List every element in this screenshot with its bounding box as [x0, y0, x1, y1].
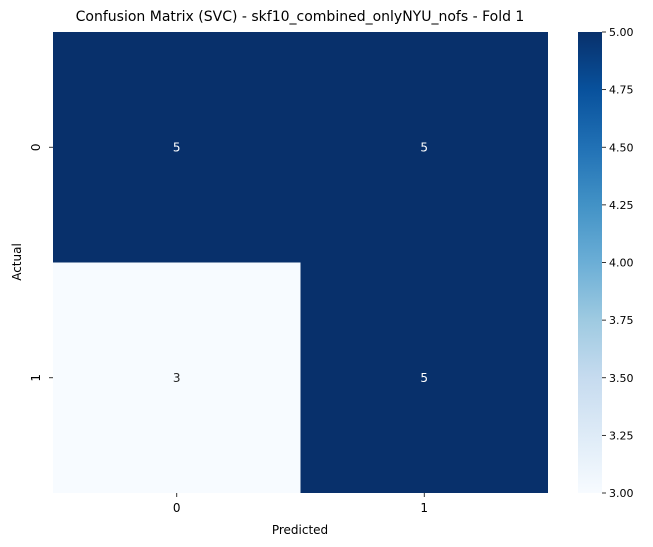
- colorbar-ticks: 3.00 3.25 3.50 3.75 4.00 4.25 4.50 4.75 5.00: [602, 26, 634, 500]
- cell-value-label: 5: [420, 140, 428, 154]
- heatmap-cell-r1-c1: [300, 262, 548, 493]
- heatmap-cells: [53, 32, 548, 493]
- colorbar-tick-label: 3.00: [609, 487, 634, 500]
- y-axis-label: Actual: [10, 243, 24, 281]
- colorbar-tick-label: 3.50: [609, 372, 634, 385]
- colorbar-tick-label: 4.50: [609, 141, 634, 154]
- cell-value-label: 5: [420, 371, 428, 385]
- x-axis-label: Predicted: [272, 523, 328, 537]
- y-axis-ticks: 01: [29, 143, 53, 382]
- x-tick-label: 1: [420, 501, 428, 515]
- y-tick-label: 0: [29, 143, 43, 151]
- heatmap-cell-labels: 5 5 3 5: [173, 140, 428, 385]
- cell-value-label: 5: [173, 140, 181, 154]
- chart-title: Confusion Matrix (SVC) - skf10_combined_…: [76, 9, 525, 25]
- colorbar-tick-label: 5.00: [609, 26, 634, 39]
- colorbar: [578, 32, 602, 493]
- cell-value-label: 3: [173, 371, 181, 385]
- colorbar-tick-label: 3.75: [609, 314, 634, 327]
- colorbar-tick-label: 4.00: [609, 257, 634, 270]
- x-tick-label: 0: [173, 501, 181, 515]
- heatmap-cell-r1-c0: [53, 262, 301, 493]
- heatmap-cell-r0-c1: [300, 32, 548, 263]
- heatmap-cell-r0-c0: [53, 32, 301, 263]
- colorbar-tick-label: 4.25: [609, 199, 634, 212]
- y-tick-label: 1: [29, 374, 43, 382]
- colorbar-tick-label: 3.25: [609, 429, 634, 442]
- colorbar-tick-label: 4.75: [609, 84, 634, 97]
